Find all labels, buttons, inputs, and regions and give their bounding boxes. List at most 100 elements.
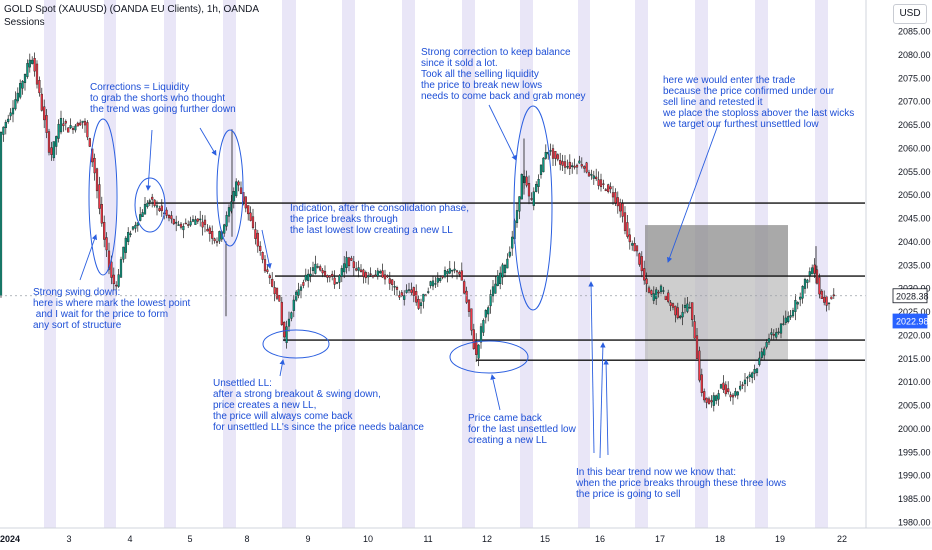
candle-body <box>715 395 718 401</box>
y-tick-label: 1980.00 <box>898 518 931 528</box>
candle-body <box>621 203 624 217</box>
candle-body <box>710 400 713 403</box>
candle-body <box>86 122 89 138</box>
highlight-ellipse[interactable] <box>88 118 118 276</box>
candle-body <box>194 219 197 225</box>
candle-body <box>760 351 763 358</box>
highlight-ellipse[interactable] <box>216 129 244 247</box>
candle-body <box>403 295 406 300</box>
candle-body <box>487 307 490 315</box>
candle-body <box>47 131 51 153</box>
highlight-ellipse[interactable] <box>449 340 529 374</box>
annotation-arrow[interactable] <box>199 127 217 156</box>
candle-body <box>273 287 276 295</box>
candle-body <box>727 388 730 393</box>
candle-body <box>446 271 449 275</box>
candle-body <box>314 263 317 274</box>
candle-body <box>659 285 663 293</box>
candle-body <box>429 281 432 286</box>
candle-body <box>388 278 391 284</box>
candle-body <box>28 59 31 68</box>
candle-body <box>2 126 5 135</box>
candle-body <box>652 293 655 301</box>
x-tick-label: 9 <box>305 534 310 544</box>
annotation-arrow[interactable] <box>490 374 501 411</box>
candle-body <box>340 268 343 277</box>
candle-body <box>499 272 502 285</box>
candle-body <box>657 291 660 294</box>
session-band <box>44 0 56 528</box>
candle-body <box>40 93 43 111</box>
candle-body <box>333 277 336 285</box>
candle-body <box>520 174 523 200</box>
candle-body <box>671 303 675 308</box>
currency-button[interactable]: USD <box>893 4 927 24</box>
y-tick-label: 2040.00 <box>898 237 931 247</box>
candle-body <box>71 128 75 130</box>
candle-body <box>823 296 826 303</box>
candle-body <box>787 316 790 322</box>
candle-body <box>206 229 209 232</box>
candle-body <box>542 157 545 173</box>
candle-body <box>635 245 639 252</box>
candle-body <box>268 275 271 279</box>
candle-body <box>518 196 521 212</box>
candle-body <box>112 274 115 285</box>
annotation-arrow[interactable] <box>145 129 153 191</box>
candle-body <box>647 287 651 293</box>
annotation-arrow[interactable] <box>667 124 719 263</box>
candle-body <box>585 162 588 173</box>
candle-body <box>724 384 727 395</box>
candle-body <box>227 207 231 217</box>
price-label-box <box>892 313 928 329</box>
candle-body <box>467 299 471 312</box>
candle-body <box>472 329 475 349</box>
annotation-arrow[interactable] <box>588 281 595 454</box>
candle-body <box>530 198 533 200</box>
candle-body <box>196 218 199 222</box>
highlight-ellipse[interactable] <box>262 329 330 359</box>
candle-body <box>218 231 221 242</box>
stoploss-zone[interactable] <box>645 225 788 277</box>
candle-body <box>717 393 720 400</box>
annotation-arrow[interactable] <box>603 359 609 456</box>
target-zone[interactable] <box>645 276 788 361</box>
annotation-arrow[interactable] <box>599 342 606 459</box>
annotation-arrow[interactable] <box>488 104 517 161</box>
candle-body <box>155 205 159 208</box>
sessions-indicator-label[interactable]: Sessions <box>4 17 45 28</box>
x-tick-label: 10 <box>363 534 373 544</box>
candle-body <box>743 379 747 385</box>
candle-body <box>21 81 24 89</box>
candle-body <box>537 179 540 187</box>
candle-body <box>400 292 403 297</box>
candle-body <box>772 334 775 336</box>
candle-body <box>146 202 149 207</box>
candle-body <box>767 338 771 343</box>
candle-body <box>731 394 735 398</box>
annotation-strong-correction: Strong correction to keep balance since … <box>421 47 586 102</box>
annotation-arrow[interactable] <box>279 359 285 377</box>
candle-body <box>427 291 430 293</box>
candle-body <box>359 269 363 273</box>
highlight-ellipse[interactable] <box>513 105 553 311</box>
candle-body <box>765 342 768 348</box>
y-tick-label: 2065.00 <box>898 120 931 130</box>
candle-body <box>818 277 821 295</box>
highlight-ellipse[interactable] <box>134 177 166 233</box>
annotation-swing-down: Strong swing down: here is where mark th… <box>33 287 191 331</box>
price-axis[interactable] <box>866 0 932 550</box>
candle-body <box>127 231 130 242</box>
candle-body <box>811 267 814 275</box>
candle-body <box>595 176 598 180</box>
candle-body <box>496 275 499 286</box>
x-tick-label: 22 <box>837 534 847 544</box>
candle-body <box>208 227 211 234</box>
candle-body <box>0 132 3 297</box>
y-tick-label: 2035.00 <box>898 260 931 270</box>
candle-body <box>309 273 312 277</box>
candle-body <box>568 161 571 169</box>
annotation-arrow[interactable] <box>79 234 98 281</box>
annotation-arrow[interactable] <box>261 229 272 269</box>
